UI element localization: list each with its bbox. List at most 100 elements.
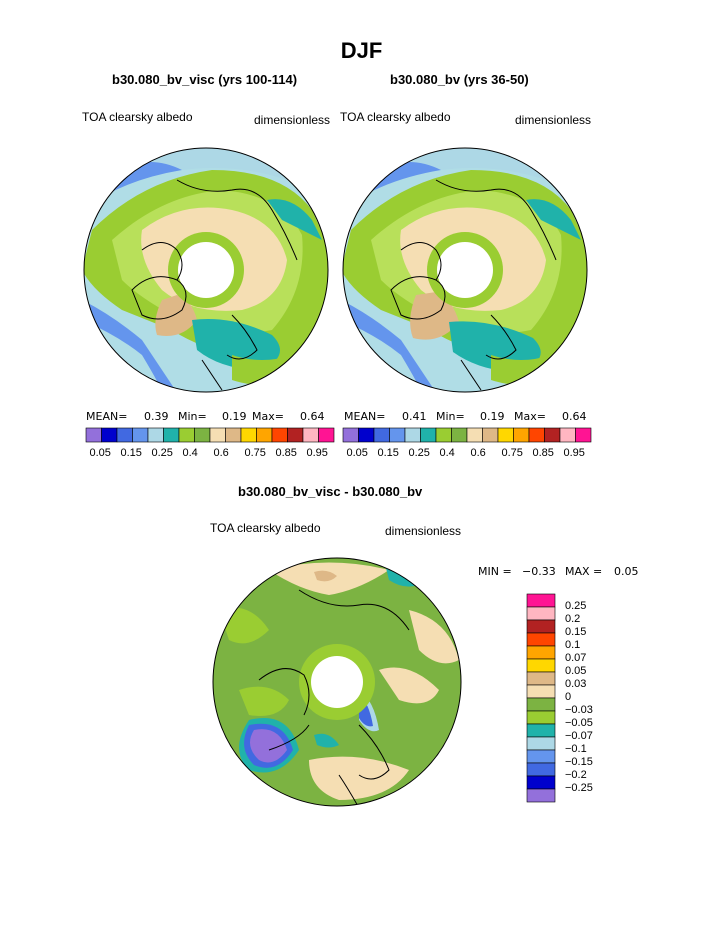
panel-2-map <box>342 147 588 393</box>
colorbar-tick-label: 0.03 <box>565 678 587 690</box>
panel-2-units: dimensionless <box>515 113 592 127</box>
colorbar-tick-label: 0.95 <box>306 447 328 459</box>
colorbar-swatch <box>466 427 483 443</box>
colorbar-swatch <box>101 427 118 443</box>
colorbar-swatch <box>526 723 556 738</box>
panel-2-variable: TOA clearsky albedo <box>340 110 451 124</box>
colorbar-tick-label: −0.15 <box>565 756 593 768</box>
colorbar-swatch <box>526 775 556 790</box>
colorbar-swatch <box>526 749 556 764</box>
panel-2-max: 0.64 <box>562 410 587 423</box>
colorbar-swatch <box>528 427 545 443</box>
colorbar-swatch <box>526 671 556 686</box>
colorbar-swatch <box>526 645 556 660</box>
panel-3-colorbar <box>526 593 556 803</box>
colorbar-tick-label: 0.75 <box>244 447 266 459</box>
colorbar-tick-label: 0.4 <box>182 447 198 459</box>
colorbar-swatch <box>497 427 514 443</box>
colorbar-swatch <box>526 684 556 699</box>
colorbar-tick-label: −0.07 <box>565 730 593 742</box>
panel-2-min: 0.19 <box>480 410 505 423</box>
colorbar-swatch <box>318 427 335 443</box>
panel-3-map <box>212 557 462 807</box>
colorbar-tick-label: 0.75 <box>501 447 523 459</box>
colorbar-tick-label: 0.85 <box>532 447 554 459</box>
colorbar-swatch <box>178 427 195 443</box>
colorbar-swatch <box>116 427 133 443</box>
colorbar-tick-label: −0.03 <box>565 704 593 716</box>
colorbar-swatch <box>342 427 359 443</box>
colorbar-tick-label: 0.95 <box>563 447 585 459</box>
colorbar-tick-label: 0.07 <box>565 652 587 664</box>
colorbar-swatch <box>302 427 319 443</box>
colorbar-swatch <box>526 762 556 777</box>
panel-1-colorbar-labels: 0.05 0.15 0.25 0.4 0.6 0.75 0.85 0.95 <box>86 447 334 461</box>
colorbar-swatch <box>85 427 102 443</box>
colorbar-swatch <box>526 710 556 725</box>
panel-3-min-label: MIN = <box>478 565 512 578</box>
colorbar-tick-label: 0.6 <box>213 447 229 459</box>
colorbar-swatch <box>209 427 226 443</box>
colorbar-swatch <box>358 427 375 443</box>
colorbar-tick-label: 0.15 <box>120 447 142 459</box>
colorbar-swatch <box>526 736 556 751</box>
panel-1-max: 0.64 <box>300 410 325 423</box>
colorbar-swatch <box>559 427 576 443</box>
colorbar-tick-label: 0.15 <box>565 626 587 638</box>
panel-2-mean-label: MEAN= <box>344 410 386 423</box>
colorbar-tick-label: 0.25 <box>151 447 173 459</box>
panel-1-max-label: Max= <box>252 410 284 423</box>
panel-1-title: b30.080_bv_visc (yrs 100-114) <box>112 72 298 87</box>
panel-2-mean: 0.41 <box>402 410 427 423</box>
colorbar-swatch <box>420 427 437 443</box>
colorbar-tick-label: 0.05 <box>346 447 368 459</box>
panel-1-map <box>83 147 329 393</box>
panel-1-mean-label: MEAN= <box>86 410 128 423</box>
panel-3-variable: TOA clearsky albedo <box>210 521 321 535</box>
colorbar-tick-label: 0.4 <box>439 447 455 459</box>
panel-2-min-label: Min= <box>436 410 465 423</box>
colorbar-tick-label: 0.1 <box>565 639 581 651</box>
panel-3-min: −0.33 <box>522 565 556 578</box>
panel-2-colorbar <box>342 427 592 443</box>
colorbar-swatch <box>163 427 180 443</box>
colorbar-tick-label: −0.05 <box>565 717 593 729</box>
colorbar-swatch <box>225 427 242 443</box>
panel-2-colorbar-labels: 0.05 0.15 0.25 0.4 0.6 0.75 0.85 0.95 <box>343 447 591 461</box>
colorbar-swatch <box>526 593 556 608</box>
panel-1-variable: TOA clearsky albedo <box>82 110 193 124</box>
panel-1-mean: 0.39 <box>144 410 169 423</box>
panel-1-min-label: Min= <box>178 410 207 423</box>
colorbar-swatch <box>526 619 556 634</box>
colorbar-swatch <box>513 427 530 443</box>
colorbar-swatch <box>526 658 556 673</box>
panel-3-units: dimensionless <box>385 524 462 538</box>
colorbar-tick-label: 0.6 <box>470 447 486 459</box>
colorbar-tick-label: 0.2 <box>565 613 581 625</box>
colorbar-tick-label: 0.25 <box>408 447 430 459</box>
colorbar-tick-label: 0.15 <box>377 447 399 459</box>
colorbar-tick-label: 0.05 <box>89 447 111 459</box>
colorbar-swatch <box>526 788 556 803</box>
colorbar-swatch <box>451 427 468 443</box>
panel-3-title: b30.080_bv_visc - b30.080_bv <box>238 484 423 499</box>
colorbar-swatch <box>271 427 288 443</box>
colorbar-tick-label: −0.25 <box>565 782 593 794</box>
colorbar-swatch <box>526 606 556 621</box>
colorbar-swatch <box>482 427 499 443</box>
panel-3-max: 0.05 <box>614 565 639 578</box>
colorbar-swatch <box>132 427 149 443</box>
colorbar-swatch <box>575 427 592 443</box>
panel-1-min: 0.19 <box>222 410 247 423</box>
panel-3-colorbar-labels: 0.25 0.2 0.15 0.1 0.07 0.05 0.03 0 −0.03 −0.05 −0.… <box>565 594 625 804</box>
colorbar-tick-label: −0.2 <box>565 769 587 781</box>
colorbar-tick-label: 0.85 <box>275 447 297 459</box>
colorbar-swatch <box>404 427 421 443</box>
colorbar-tick-label: 0 <box>565 691 572 703</box>
panel-1-units: dimensionless <box>254 113 331 127</box>
colorbar-swatch <box>544 427 561 443</box>
colorbar-tick-label: −0.1 <box>565 743 587 755</box>
colorbar-swatch <box>435 427 452 443</box>
colorbar-tick-label: 0.05 <box>565 665 587 677</box>
colorbar-swatch <box>389 427 406 443</box>
